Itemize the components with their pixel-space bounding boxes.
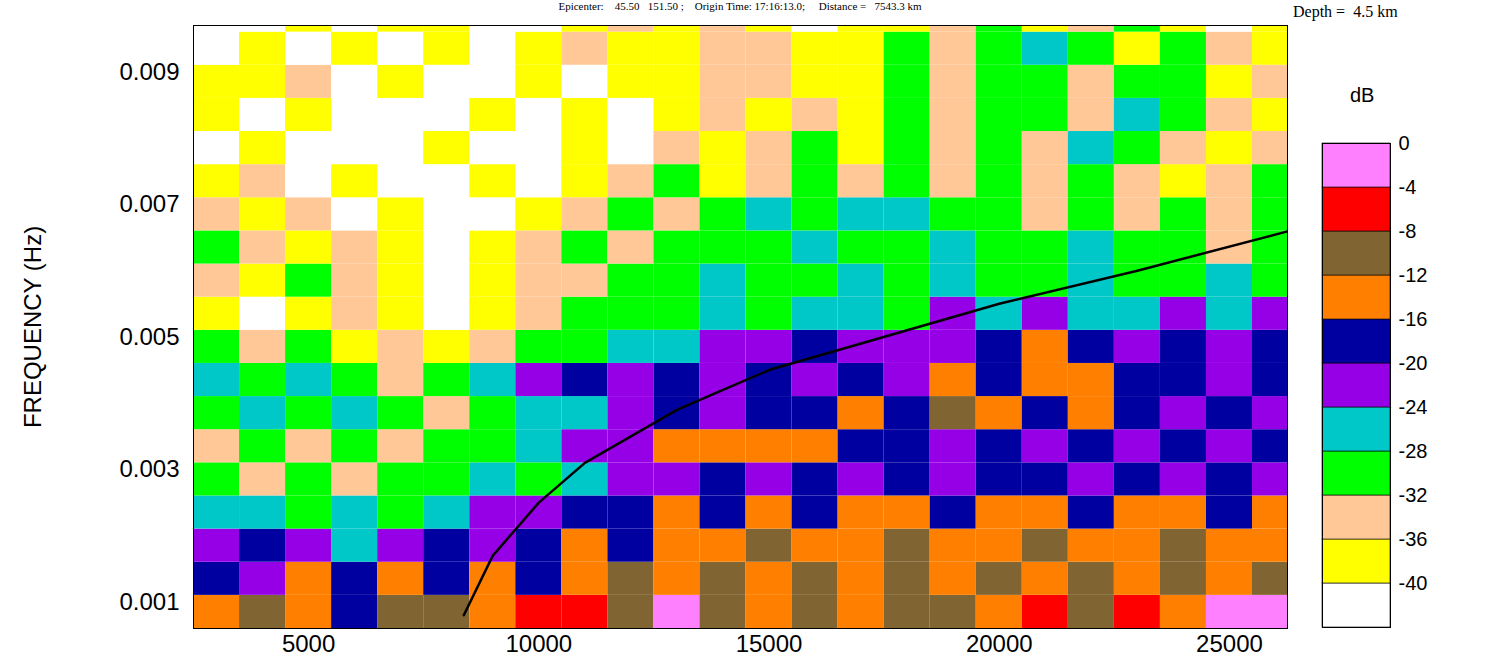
svg-text:-32: -32 xyxy=(1399,484,1428,506)
svg-text:FREQUENCY (Hz): FREQUENCY (Hz) xyxy=(19,226,46,428)
html-text:Epicenter: 45.50 151.50 ; Orig: Epicenter: 45.50 151.50 ; Origin Time: 1… xyxy=(558,0,922,12)
svg-text:0: 0 xyxy=(1399,132,1410,154)
svg-text:5000: 5000 xyxy=(282,630,335,657)
svg-text:0.007: 0.007 xyxy=(119,190,179,217)
svg-text:15000: 15000 xyxy=(736,630,803,657)
svg-text:-36: -36 xyxy=(1399,528,1428,550)
svg-text:-4: -4 xyxy=(1399,176,1417,198)
html-text:Depth = 4.5 km: Depth = 4.5 km xyxy=(1293,3,1398,20)
svg-text:-24: -24 xyxy=(1399,396,1428,418)
svg-text:10000: 10000 xyxy=(505,630,572,657)
svg-text:-40: -40 xyxy=(1399,572,1428,594)
html-text:dB: dB xyxy=(1350,84,1375,106)
svg-text:-12: -12 xyxy=(1399,264,1428,286)
svg-text:25000: 25000 xyxy=(1196,630,1263,657)
svg-text:0.003: 0.003 xyxy=(119,455,179,482)
svg-text:0.005: 0.005 xyxy=(119,323,179,350)
svg-text:0.009: 0.009 xyxy=(119,58,179,85)
svg-text:0.001: 0.001 xyxy=(119,588,179,615)
svg-text:-20: -20 xyxy=(1399,352,1428,374)
svg-text:-8: -8 xyxy=(1399,220,1417,242)
svg-text:20000: 20000 xyxy=(966,630,1033,657)
svg-text:-28: -28 xyxy=(1399,440,1428,462)
svg-text:-16: -16 xyxy=(1399,308,1428,330)
